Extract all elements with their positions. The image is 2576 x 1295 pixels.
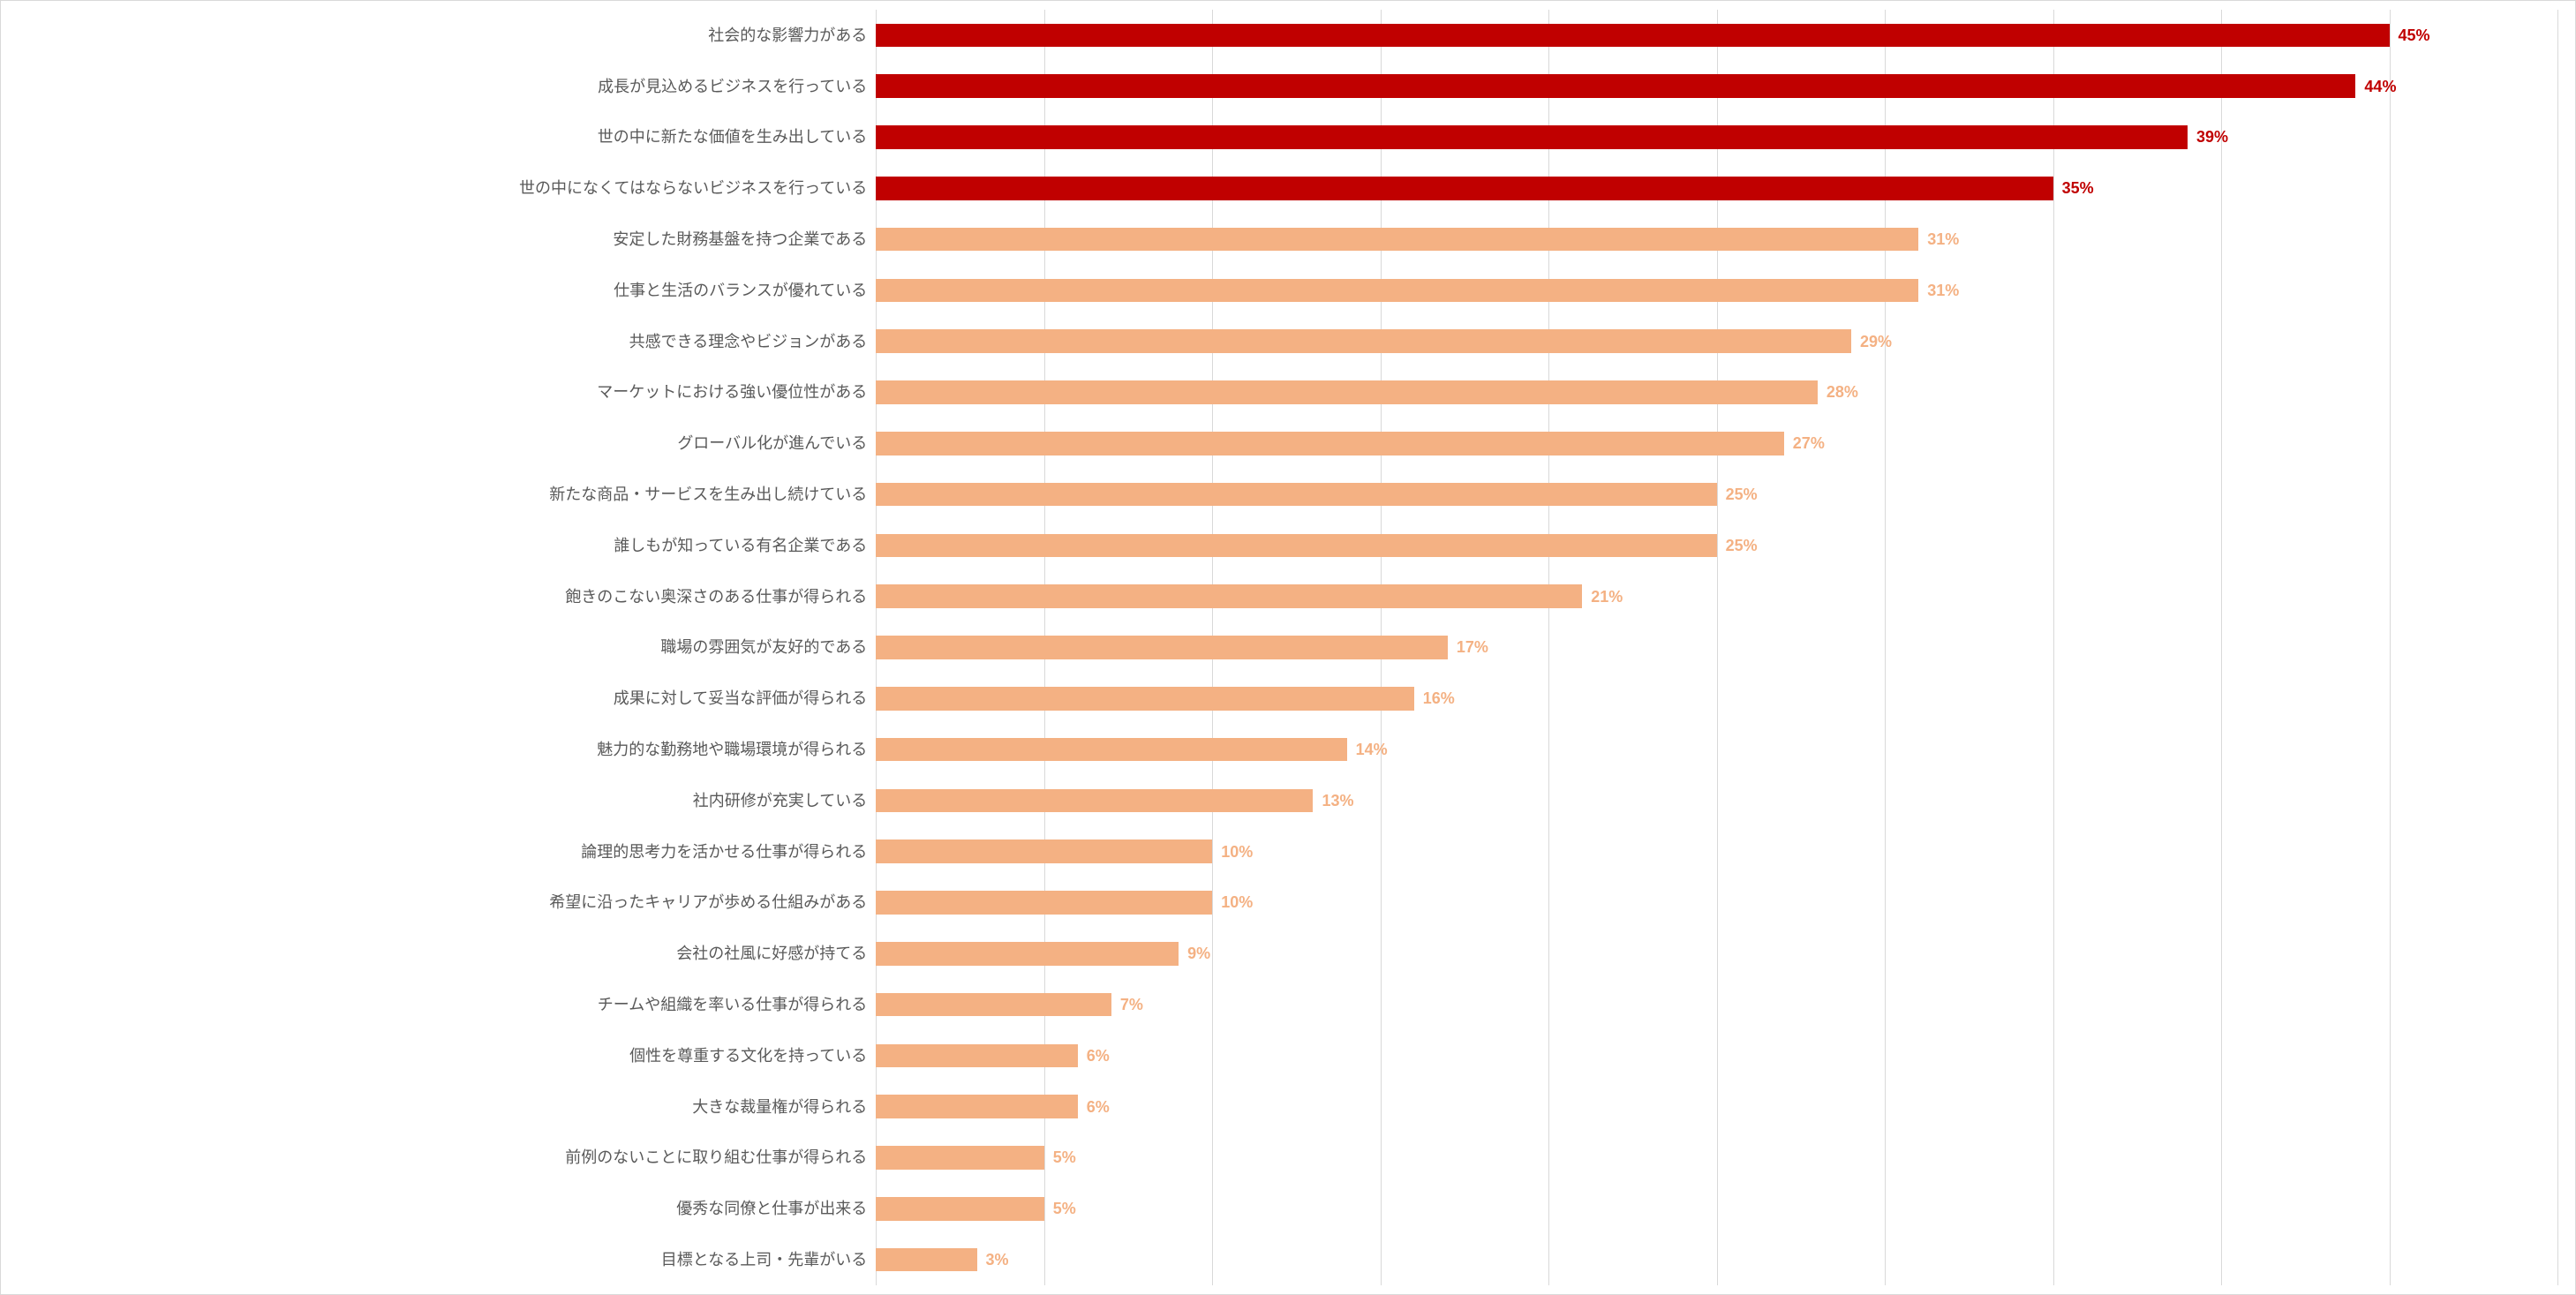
bar: [876, 636, 1448, 659]
value-label: 5%: [1053, 1149, 1076, 1165]
category-label: 職場の雰囲気が友好的である: [10, 639, 876, 655]
bar: [876, 993, 1111, 1017]
category-label: 新たな商品・サービスを生み出し続けている: [10, 486, 876, 502]
bar: [876, 125, 2188, 149]
value-label: 25%: [1726, 486, 1758, 502]
value-label: 35%: [2062, 180, 2094, 196]
value-label: 6%: [1087, 1048, 1110, 1064]
category-label: 安定した財務基盤を持つ企業である: [10, 231, 876, 247]
bar: [876, 839, 1212, 863]
value-label: 45%: [2399, 27, 2430, 43]
value-label: 21%: [1591, 589, 1623, 605]
category-label: 世の中になくてはならないビジネスを行っている: [10, 180, 876, 196]
value-label: 9%: [1187, 945, 1210, 961]
value-label: 31%: [1927, 231, 1959, 247]
plot-area: 45% 44% 39% 35% 31% 31% 29% 28% 27% 25% 25% 21% 17% 1…: [876, 10, 2557, 1285]
bar: [876, 177, 2053, 200]
value-label: 28%: [1827, 384, 1858, 400]
category-label: チームや組織を率いる仕事が得られる: [10, 997, 876, 1013]
bar: [876, 1146, 1043, 1170]
value-label: 27%: [1793, 435, 1825, 451]
value-label: 17%: [1457, 639, 1488, 655]
gridline: [2557, 10, 2558, 1285]
bar: [876, 228, 1918, 252]
value-label: 25%: [1726, 538, 1758, 553]
value-label: 10%: [1221, 894, 1253, 910]
category-label: 前例のないことに取り組む仕事が得られる: [10, 1149, 876, 1165]
category-label: 大きな裁量権が得られる: [10, 1099, 876, 1115]
bar: [876, 1197, 1043, 1221]
bar: [876, 432, 1784, 456]
category-label: 飽きのこない奥深さのある仕事が得られる: [10, 589, 876, 605]
bar: [876, 942, 1179, 966]
value-label: 3%: [986, 1252, 1009, 1268]
value-label: 44%: [2364, 79, 2396, 94]
bar: [876, 483, 1716, 507]
bar: [876, 789, 1313, 813]
category-label: 個性を尊重する文化を持っている: [10, 1048, 876, 1064]
bar: [876, 534, 1716, 558]
category-label: 共感できる理念やビジョンがある: [10, 334, 876, 350]
bars-container: 45% 44% 39% 35% 31% 31% 29% 28% 27% 25% 25% 21% 17% 1…: [876, 10, 2557, 1285]
bar-chart: 社会的な影響力がある成長が見込めるビジネスを行っている世の中に新たな価値を生み出…: [0, 0, 2576, 1295]
category-label: 目標となる上司・先輩がいる: [10, 1252, 876, 1268]
category-label: 希望に沿ったキャリアが歩める仕組みがある: [10, 894, 876, 910]
bar: [876, 74, 2355, 98]
category-label: 成長が見込めるビジネスを行っている: [10, 79, 876, 94]
bar: [876, 1095, 1078, 1118]
category-label: 誰しもが知っている有名企業である: [10, 538, 876, 553]
bar: [876, 279, 1918, 303]
bar: [876, 329, 1851, 353]
value-label: 10%: [1221, 844, 1253, 860]
bar: [876, 687, 1414, 711]
value-label: 5%: [1053, 1201, 1076, 1216]
category-label: 会社の社風に好感が持てる: [10, 945, 876, 961]
bar: [876, 584, 1582, 608]
category-label: 社内研修が充実している: [10, 793, 876, 809]
value-label: 6%: [1087, 1099, 1110, 1115]
value-label: 7%: [1120, 997, 1143, 1013]
category-label: 仕事と生活のバランスが優れている: [10, 282, 876, 298]
category-label: 論理的思考力を活かせる仕事が得られる: [10, 844, 876, 860]
category-label: 優秀な同僚と仕事が出来る: [10, 1201, 876, 1216]
bar: [876, 1044, 1078, 1068]
value-label: 16%: [1423, 690, 1455, 706]
category-label: 世の中に新たな価値を生み出している: [10, 129, 876, 145]
value-label: 31%: [1927, 282, 1959, 298]
category-label: 成果に対して妥当な評価が得られる: [10, 690, 876, 706]
value-label: 14%: [1356, 742, 1388, 757]
category-label: 魅力的な勤務地や職場環境が得られる: [10, 742, 876, 757]
bar: [876, 24, 2389, 48]
bar: [876, 891, 1212, 915]
bar: [876, 1248, 976, 1272]
value-label: 39%: [2196, 129, 2228, 145]
category-label: グローバル化が進んでいる: [10, 435, 876, 451]
category-axis: 社会的な影響力がある成長が見込めるビジネスを行っている世の中に新たな価値を生み出…: [10, 10, 876, 1285]
bar: [876, 380, 1818, 404]
bar: [876, 738, 1346, 762]
category-label: マーケットにおける強い優位性がある: [10, 384, 876, 400]
value-label: 29%: [1860, 334, 1892, 350]
value-label: 13%: [1322, 793, 1353, 809]
category-label: 社会的な影響力がある: [10, 27, 876, 43]
